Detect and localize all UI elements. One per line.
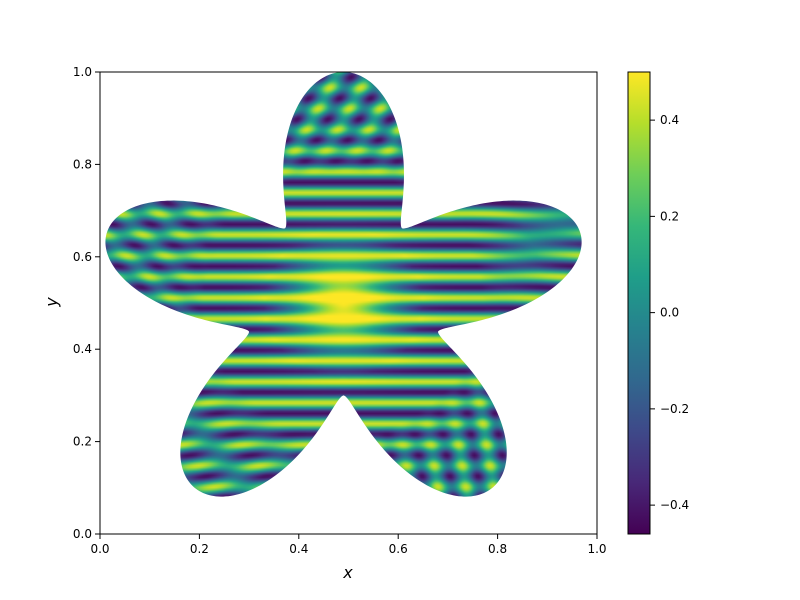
x-tick-label: 0.4 bbox=[289, 542, 308, 556]
plot-frame bbox=[99, 71, 598, 535]
colorbar-tick-label: 0.2 bbox=[660, 209, 679, 223]
x-tick-label: 0.6 bbox=[389, 542, 408, 556]
colorbar-tick-label: −0.4 bbox=[660, 498, 689, 512]
x-tick-label: 0.0 bbox=[90, 542, 109, 556]
y-tick-label: 0.4 bbox=[73, 342, 92, 356]
y-axis-label: y bbox=[42, 297, 61, 308]
x-axis: 0.0 0.2 0.4 0.6 0.8 1.0 bbox=[90, 534, 607, 556]
y-tick-label: 1.0 bbox=[73, 65, 92, 79]
colorbar-tick-label: −0.2 bbox=[660, 402, 689, 416]
x-tick-label: 0.8 bbox=[488, 542, 507, 556]
y-tick-label: 0.2 bbox=[73, 435, 92, 449]
heatmap-axes: 0.0 0.2 0.4 0.6 0.8 1.0 0.00.20.40.60.81.0 x … bbox=[42, 65, 607, 582]
x-tick-label: 1.0 bbox=[587, 542, 606, 556]
colorbar-frame bbox=[627, 71, 651, 535]
y-tick-label: 0.8 bbox=[73, 157, 92, 171]
y-axis: 0.0 0.2 0.4 0.6 0.8 1.0 bbox=[73, 65, 100, 541]
x-tick-label: 0.2 bbox=[190, 542, 209, 556]
x-axis-label: x bbox=[342, 563, 353, 582]
colorbar-tick-label: 0.0 bbox=[660, 306, 679, 320]
colorbar-ticks: 0.4 0.2 0.0 −0.2 −0.4 bbox=[650, 113, 689, 512]
y-tick-label: 0.6 bbox=[73, 250, 92, 264]
y-tick-label: 0.0 bbox=[73, 527, 92, 541]
colorbar: 0.4 0.2 0.0 −0.2 −0.4 bbox=[627, 71, 689, 535]
colorbar-fill bbox=[628, 72, 650, 534]
colorbar-tick-label: 0.4 bbox=[660, 113, 679, 127]
